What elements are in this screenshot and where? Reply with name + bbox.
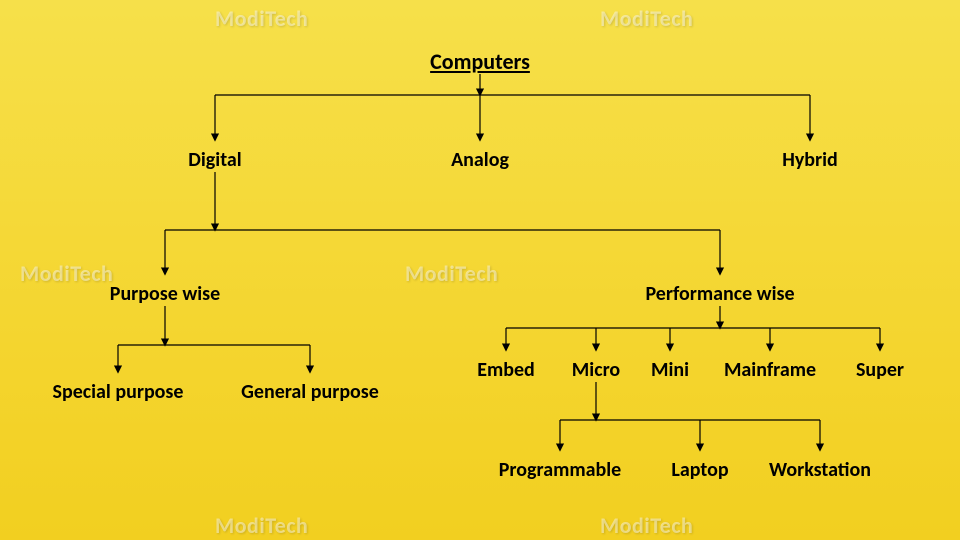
- node-root: Computers: [430, 48, 530, 75]
- node-programmable: Programmable: [499, 458, 621, 482]
- node-super: Super: [856, 358, 904, 382]
- node-hybrid: Hybrid: [782, 148, 838, 172]
- watermark: ModiTech: [215, 5, 308, 32]
- watermark: ModiTech: [600, 5, 693, 32]
- node-embed: Embed: [477, 358, 535, 382]
- node-workstation: Workstation: [769, 458, 871, 482]
- node-general: General purpose: [241, 380, 379, 404]
- watermark: ModiTech: [215, 512, 308, 539]
- node-laptop: Laptop: [671, 458, 728, 482]
- node-mainframe: Mainframe: [724, 358, 816, 382]
- node-digital: Digital: [188, 148, 241, 172]
- watermark: ModiTech: [600, 512, 693, 539]
- node-analog: Analog: [451, 148, 509, 172]
- watermark: ModiTech: [20, 260, 113, 287]
- node-purpose: Purpose wise: [110, 282, 220, 306]
- node-mini: Mini: [651, 358, 689, 382]
- node-micro: Micro: [572, 358, 620, 382]
- node-performance: Performance wise: [645, 282, 794, 306]
- node-special: Special purpose: [53, 380, 184, 404]
- watermark: ModiTech: [405, 260, 498, 287]
